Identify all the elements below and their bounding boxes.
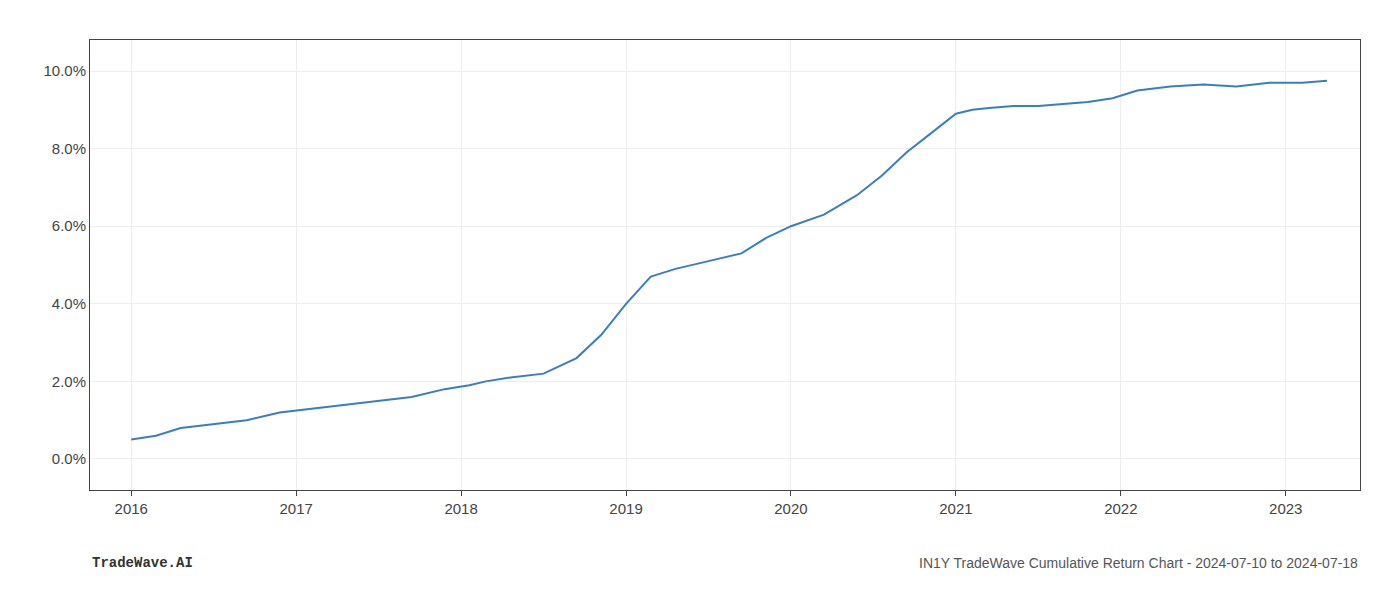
- svg-text:8.0%: 8.0%: [52, 140, 86, 157]
- svg-text:2.0%: 2.0%: [52, 373, 86, 390]
- svg-text:IN1Y TradeWave Cumulative Retu: IN1Y TradeWave Cumulative Return Chart -…: [919, 555, 1358, 571]
- svg-text:2023: 2023: [1269, 500, 1302, 517]
- svg-text:2022: 2022: [1104, 500, 1137, 517]
- svg-text:2018: 2018: [444, 500, 477, 517]
- svg-text:2021: 2021: [939, 500, 972, 517]
- svg-text:2019: 2019: [609, 500, 642, 517]
- svg-text:4.0%: 4.0%: [52, 295, 86, 312]
- svg-text:TradeWave.AI: TradeWave.AI: [92, 555, 193, 571]
- svg-text:2017: 2017: [279, 500, 312, 517]
- svg-text:2020: 2020: [774, 500, 807, 517]
- svg-text:2016: 2016: [115, 500, 148, 517]
- svg-text:6.0%: 6.0%: [52, 217, 86, 234]
- svg-text:10.0%: 10.0%: [43, 62, 86, 79]
- svg-text:0.0%: 0.0%: [52, 450, 86, 467]
